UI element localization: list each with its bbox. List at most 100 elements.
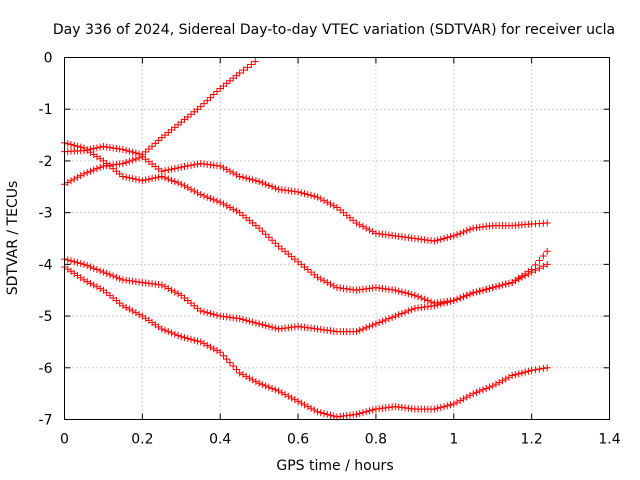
x-tick-label: 0.6 (287, 432, 309, 448)
data-point (210, 91, 218, 99)
data-point (518, 273, 526, 281)
data-point (310, 406, 318, 414)
data-point (502, 375, 510, 383)
data-point (460, 228, 468, 236)
data-point (330, 202, 338, 210)
data-point (450, 297, 458, 305)
data-point (356, 221, 364, 229)
data-point (80, 170, 88, 178)
data-point (284, 392, 292, 400)
data-point (330, 412, 338, 420)
data-point (197, 307, 205, 315)
data-point (268, 384, 276, 392)
data-point (70, 141, 78, 149)
data-point (258, 227, 266, 235)
data-point (232, 366, 240, 374)
data-point (219, 164, 227, 172)
data-point (395, 311, 403, 319)
data-point (502, 280, 510, 288)
data-point (528, 268, 536, 276)
data-point (158, 281, 166, 289)
data-point (223, 202, 231, 210)
data-point (70, 175, 78, 183)
data-point (275, 387, 283, 395)
data-point (456, 229, 464, 237)
x-tick-label: 1 (449, 432, 458, 448)
data-point (213, 88, 221, 96)
data-point (521, 368, 529, 376)
data-point (247, 60, 255, 68)
data-point (414, 293, 422, 301)
data-point (511, 371, 519, 379)
data-point (323, 198, 331, 206)
data-point (463, 393, 471, 401)
data-point (408, 291, 416, 299)
data-point (505, 279, 513, 287)
data-point (532, 366, 540, 374)
ticks: 0 0.2 0.4 0.6 0.8 1 1.2 1.4 0 -1 -2 -3 -4 -5 -6 -7 (39, 51, 621, 448)
data-point (489, 284, 497, 292)
data-point (359, 409, 367, 417)
data-point (511, 277, 519, 285)
data-point (83, 262, 91, 270)
data-point (200, 100, 208, 108)
data-point (245, 374, 253, 382)
data-point (67, 257, 75, 265)
data-point (73, 173, 81, 181)
data-point (476, 287, 484, 295)
data-point (404, 290, 412, 298)
data-point (262, 322, 270, 330)
data-point (229, 169, 237, 177)
data-point (242, 174, 250, 182)
data-point (447, 401, 455, 409)
data-point (86, 167, 94, 175)
series-track-1 (61, 58, 259, 159)
data-point (171, 330, 179, 338)
data-point (398, 309, 406, 317)
data-point (67, 141, 75, 149)
data-point (382, 316, 390, 324)
data-point (443, 234, 451, 242)
data-point (388, 313, 396, 321)
data-point (485, 284, 493, 292)
data-point (479, 386, 487, 394)
data-point (171, 165, 179, 173)
data-point (535, 264, 543, 272)
y-tick-label: 0 (44, 51, 53, 67)
data-point (492, 283, 500, 291)
data-point (271, 184, 279, 192)
series-track-4 (61, 255, 551, 336)
data-point (151, 174, 159, 182)
data-point (158, 172, 166, 180)
data-point (181, 182, 189, 190)
data-point (145, 145, 153, 153)
data-point (365, 226, 373, 234)
data-point (255, 224, 263, 232)
data-point (258, 381, 266, 389)
data-point (505, 373, 513, 381)
data-point (177, 180, 185, 188)
data-point (125, 147, 133, 155)
data-point (440, 403, 448, 411)
y-tick-label: -5 (39, 309, 53, 325)
data-point (174, 290, 182, 298)
data-point (109, 272, 117, 280)
data-point (174, 331, 182, 339)
data-point (80, 276, 88, 284)
data-point (265, 322, 273, 330)
data-point (320, 197, 328, 205)
data-point (155, 137, 163, 145)
data-point (430, 405, 438, 413)
data-point (301, 190, 309, 198)
data-point (138, 177, 146, 185)
data-point (129, 175, 137, 183)
data-point (453, 398, 461, 406)
data-point (119, 302, 127, 310)
y-tick-label: -2 (39, 154, 53, 170)
data-point (249, 318, 257, 326)
data-point (362, 324, 370, 332)
data-point (437, 235, 445, 243)
x-tick-label: 1.2 (521, 432, 543, 448)
data-point (385, 315, 393, 323)
data-point (434, 236, 442, 244)
